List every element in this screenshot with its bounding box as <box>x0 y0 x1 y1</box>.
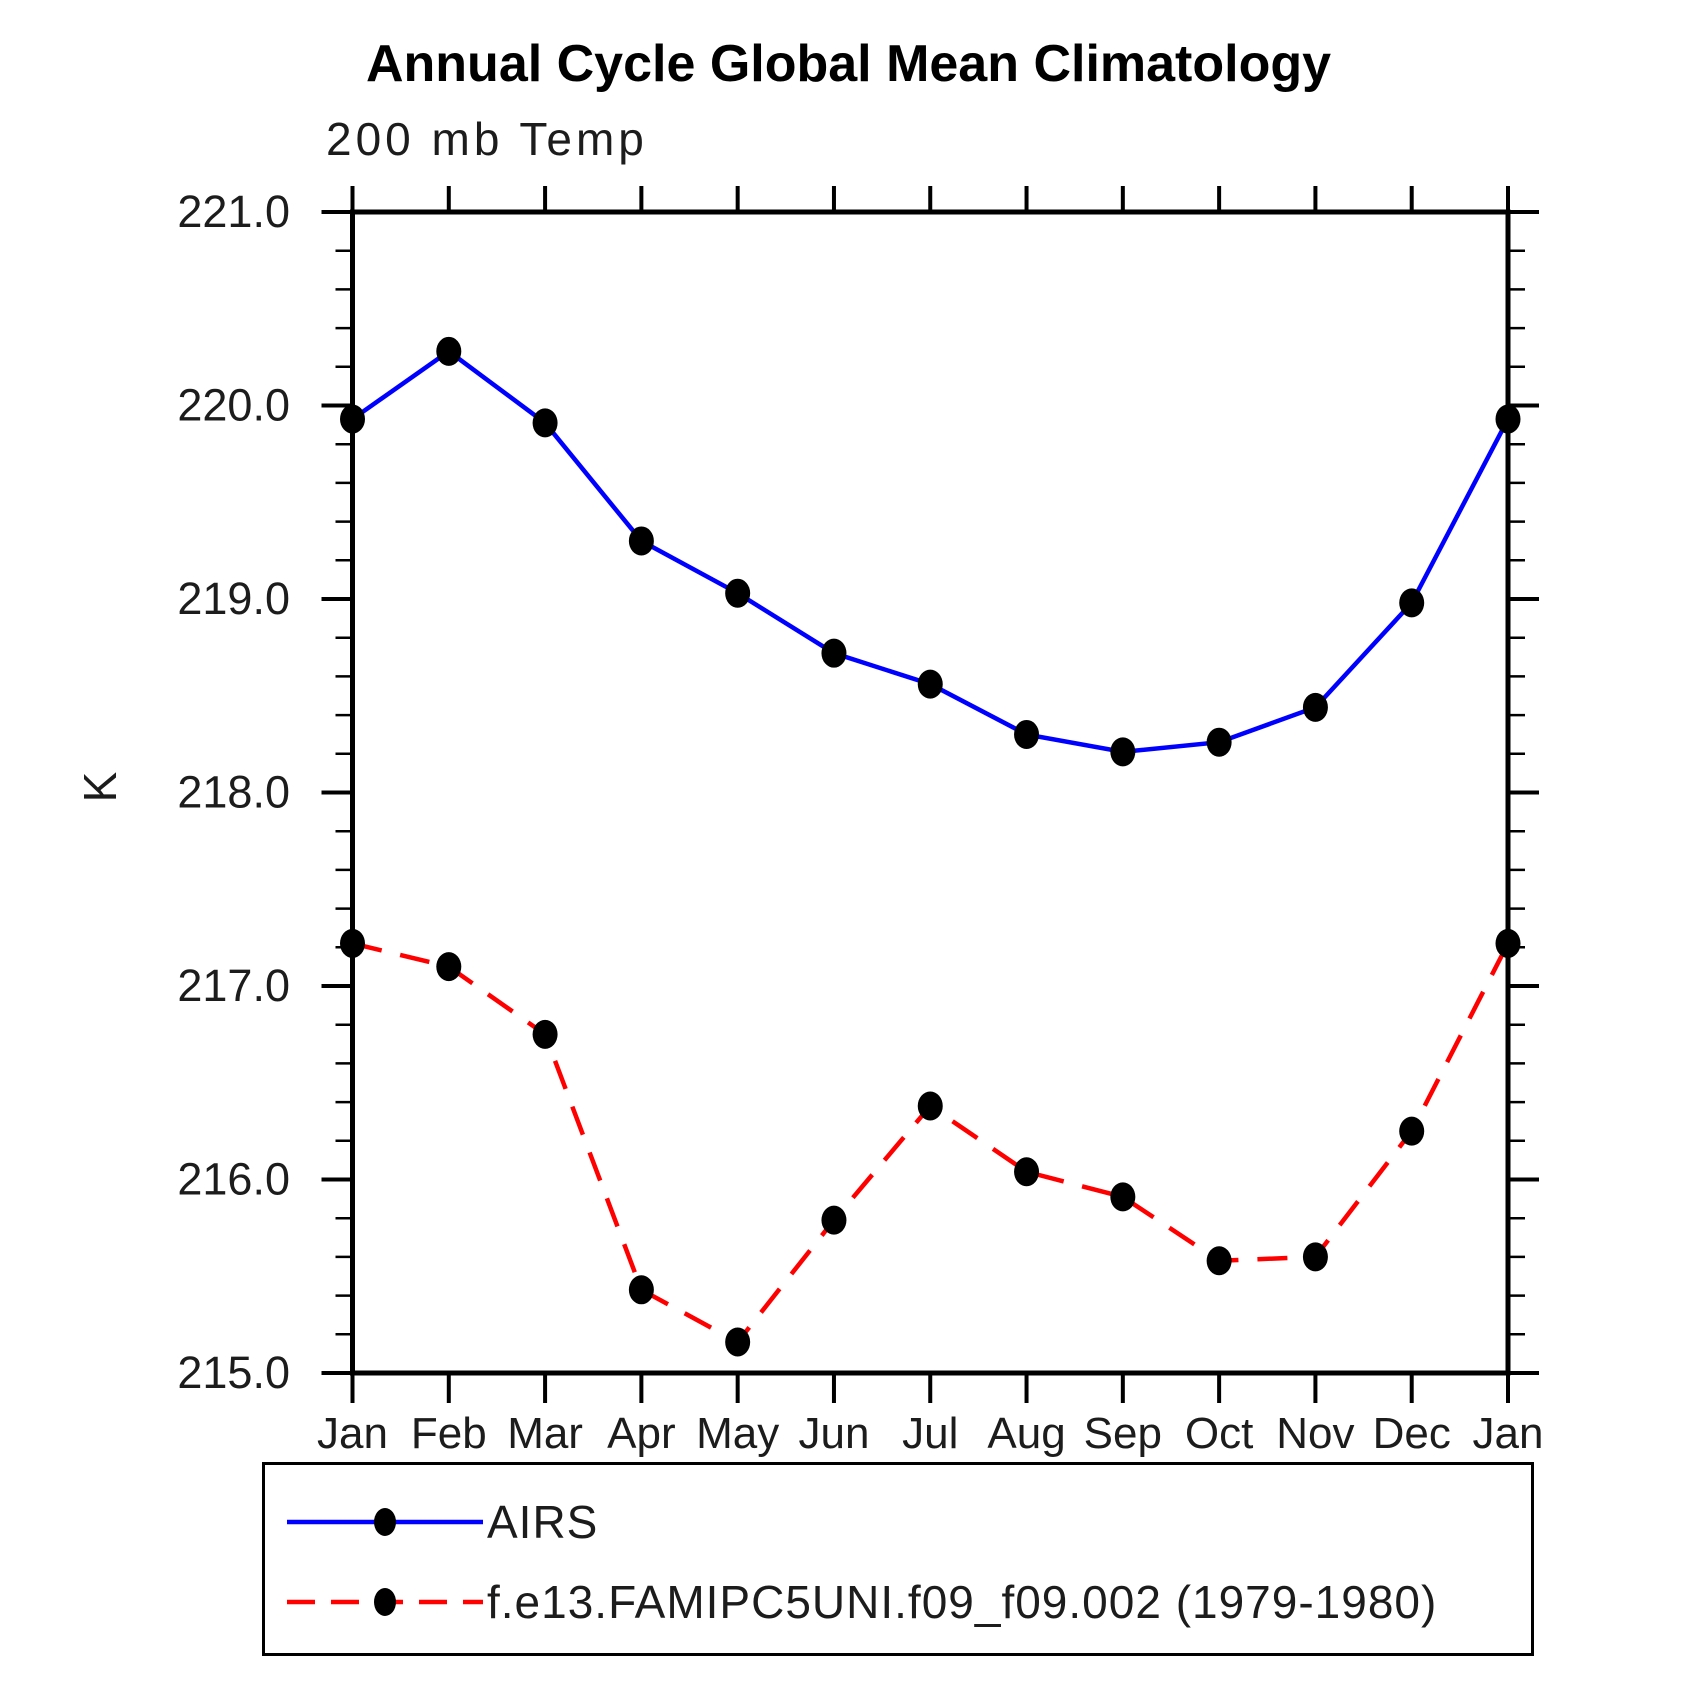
legend-marker-1 <box>374 1588 396 1616</box>
panel-subtitle: 200 mb Temp <box>326 113 648 165</box>
legend-label-model: f.e13.FAMIPC5UNI.f09_f09.002 (1979-1980) <box>487 1576 1438 1628</box>
y-tick-label: 218.0 <box>177 767 290 818</box>
data-point-s1-Jan-0 <box>340 928 365 958</box>
data-point-s1-Nov-10 <box>1302 1242 1328 1272</box>
legend-entry-model: f.e13.FAMIPC5UNI.f09_f09.002 (1979-1980) <box>285 1576 1438 1628</box>
x-tick-label: May <box>696 1409 779 1458</box>
data-point-s0-Jun-5 <box>821 638 847 668</box>
data-point-s1-Dec-11 <box>1399 1116 1425 1146</box>
data-point-s0-May-4 <box>725 578 751 608</box>
x-tick-label: Dec <box>1373 1409 1451 1458</box>
series-line-1 <box>351 941 1511 1345</box>
x-tick-label: Mar <box>507 1409 583 1458</box>
x-tick-label: Aug <box>987 1409 1065 1458</box>
legend-marker-0 <box>374 1508 396 1536</box>
x-tick-label: Jan <box>1473 1409 1544 1458</box>
data-point-s0-Aug-7 <box>1014 719 1040 749</box>
y-tick-label: 216.0 <box>177 1154 290 1205</box>
y-tick-label: 221.0 <box>177 186 290 237</box>
data-point-s1-Sep-8 <box>1110 1182 1136 1212</box>
data-point-s1-May-4 <box>725 1327 751 1357</box>
x-tick-label: Jan <box>317 1409 388 1458</box>
data-point-s1-Jan-12 <box>1495 928 1521 958</box>
data-point-s0-Mar-2 <box>532 408 558 438</box>
data-point-s1-Aug-7 <box>1014 1157 1040 1187</box>
legend: AIRS f.e13.FAMIPC5UNI.f09_f09.002 (1979-… <box>262 1462 1534 1656</box>
data-point-s1-Feb-1 <box>436 952 462 982</box>
x-tick-label: Nov <box>1276 1409 1354 1458</box>
data-point-s1-Jul-6 <box>917 1091 943 1121</box>
data-point-s1-Apr-3 <box>628 1275 654 1305</box>
x-tick-label: Oct <box>1185 1409 1253 1458</box>
axes-frame <box>350 209 1511 1376</box>
data-point-s0-Jul-6 <box>917 669 943 699</box>
data-point-s0-Jan-0 <box>340 404 365 434</box>
x-tick-label: Sep <box>1084 1409 1162 1458</box>
x-tick-label: Apr <box>607 1409 675 1458</box>
legend-entry-airs: AIRS <box>285 1496 599 1548</box>
data-point-s0-Dec-11 <box>1399 588 1425 618</box>
data-point-s1-Jun-5 <box>821 1205 847 1235</box>
y-tick-label: 217.0 <box>177 960 290 1011</box>
data-point-s0-Nov-10 <box>1302 692 1328 722</box>
data-point-s0-Oct-9 <box>1206 727 1232 757</box>
x-tick-label: Feb <box>411 1409 487 1458</box>
data-point-s0-Sep-8 <box>1110 737 1136 767</box>
y-tick-label: 215.0 <box>177 1347 290 1398</box>
x-tick-label: Jun <box>798 1409 869 1458</box>
data-point-s0-Feb-1 <box>436 336 462 366</box>
data-point-s0-Apr-3 <box>628 526 654 556</box>
legend-label-airs: AIRS <box>487 1496 599 1548</box>
y-tick-label: 219.0 <box>177 573 290 624</box>
legend-line-sample-model <box>287 1588 483 1616</box>
legend-line-sample-airs <box>287 1508 483 1536</box>
data-point-s1-Oct-9 <box>1206 1246 1232 1276</box>
x-tick-label: Jul <box>902 1409 958 1458</box>
data-point-s0-Jan-12 <box>1495 404 1521 434</box>
data-point-s1-Mar-2 <box>532 1019 558 1049</box>
chart-title: Annual Cycle Global Mean Climatology <box>365 35 1332 93</box>
y-tick-label: 220.0 <box>177 380 290 431</box>
